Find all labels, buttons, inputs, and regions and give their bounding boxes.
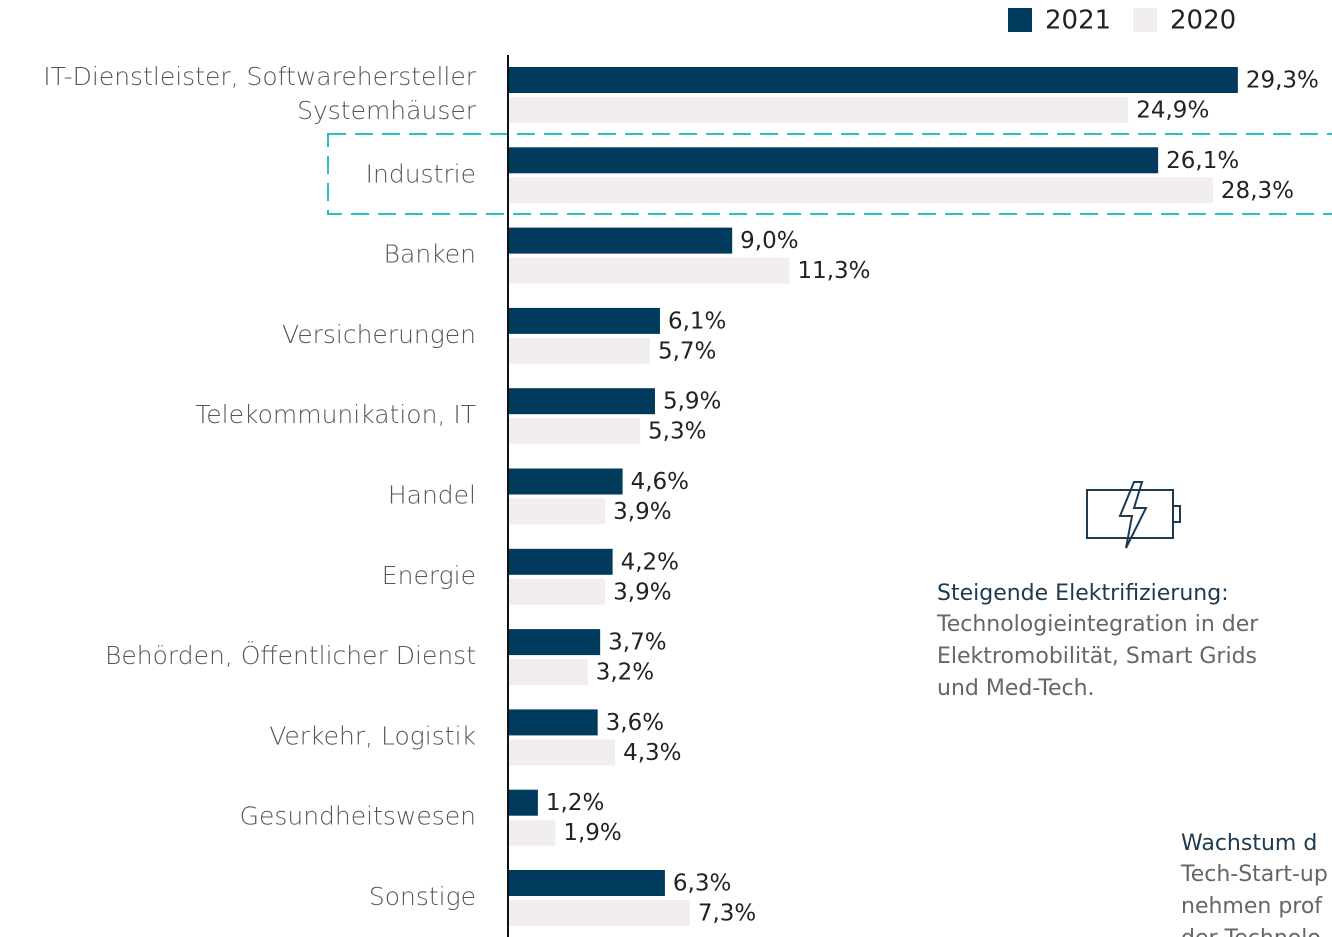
category-label: Banken [384, 240, 476, 269]
category-label: IT-Dienstleister, Softwarehersteller Syst… [43, 62, 476, 125]
value-label: 1,9% [563, 820, 621, 846]
bar [508, 578, 606, 605]
annotation-text: Technologieintegration in der [936, 612, 1259, 637]
bar [508, 418, 641, 445]
category-label: Handel [388, 481, 476, 510]
value-label: 3,9% [613, 579, 671, 605]
bar [508, 659, 588, 686]
legend-swatch [1133, 8, 1157, 32]
category-label: Verkehr, Logistik [269, 721, 476, 750]
bar [508, 388, 655, 415]
value-label: 5,9% [663, 389, 721, 415]
value-label: 26,1% [1166, 148, 1239, 174]
bar [508, 97, 1129, 123]
value-label: 24,9% [1136, 98, 1209, 124]
value-label: 4,3% [623, 740, 681, 766]
annotation-text: nehmen prof [1181, 894, 1323, 919]
highlight-box [327, 133, 1332, 215]
annotation-text: Elektromobilität, Smart Grids [937, 644, 1257, 669]
category-label: Telekommunikation, IT [195, 400, 476, 429]
value-label: 3,2% [596, 660, 654, 686]
bar [508, 307, 660, 334]
value-label: 5,7% [658, 338, 716, 364]
bar [508, 548, 613, 575]
bar [508, 468, 623, 495]
legend-label: 2021 [1045, 6, 1111, 36]
annotation-text: und Med-Tech. [937, 676, 1095, 701]
annotation-title: Steigende Elektrifizierung: [937, 581, 1229, 606]
bar [508, 629, 601, 656]
category-label: Behörden, Öffentlicher Dienst [105, 640, 476, 670]
value-label: 11,3% [797, 258, 870, 284]
value-label: 9,0% [740, 228, 798, 254]
value-label: 4,2% [621, 549, 679, 575]
battery-icon [1086, 481, 1181, 549]
legend-swatch [1008, 8, 1032, 32]
category-label: Sonstige [369, 882, 476, 911]
value-label: 6,3% [673, 871, 731, 897]
bar [508, 709, 598, 736]
value-label: 7,3% [698, 901, 756, 927]
value-label: 6,1% [668, 308, 726, 334]
value-label: 3,7% [608, 630, 666, 656]
bar [508, 819, 556, 846]
value-label: 29,3% [1246, 68, 1319, 94]
annotation-title: Wachstum d [1181, 831, 1317, 856]
annotation-text: der Technolo [1181, 926, 1321, 937]
bar [508, 870, 665, 896]
category-label: Gesundheitswesen [240, 802, 476, 831]
bar [508, 900, 690, 926]
legend-label: 2020 [1170, 6, 1236, 36]
bar [508, 257, 790, 284]
bar [508, 337, 650, 364]
bar [508, 739, 616, 766]
value-label: 3,9% [613, 499, 671, 525]
bar [508, 147, 1159, 174]
value-label: 28,3% [1221, 178, 1294, 204]
bar [508, 789, 538, 816]
annotation-text: Tech-Start-up [1180, 862, 1328, 887]
category-label: Energie [382, 561, 476, 590]
bar [508, 67, 1238, 93]
value-label: 5,3% [648, 419, 706, 445]
category-label: Versicherungen [282, 320, 476, 349]
value-label: 1,2% [546, 790, 604, 816]
value-label: 3,6% [606, 710, 664, 736]
category-label: Industrie [366, 159, 476, 188]
bar [508, 498, 606, 525]
bar [508, 177, 1213, 204]
bar [508, 227, 733, 254]
value-label: 4,6% [631, 469, 689, 495]
